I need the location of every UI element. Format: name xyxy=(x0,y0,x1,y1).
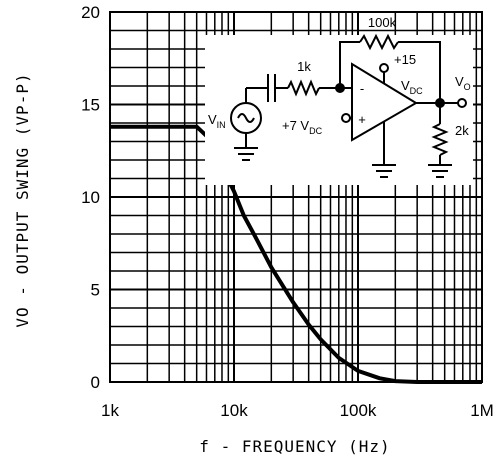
y-tick-label: 0 xyxy=(91,373,100,392)
output-label-sub: O xyxy=(464,82,471,92)
y-tick-label: 15 xyxy=(81,96,100,115)
load-resistor-symbol xyxy=(431,123,449,156)
ground-icon xyxy=(234,147,258,161)
input-resistor-label: 1k xyxy=(297,59,311,74)
input-label-sub: IN xyxy=(217,120,226,130)
feedback-resistor-symbol xyxy=(359,33,399,51)
output-swing-line xyxy=(110,124,482,384)
x-axis-label: f - FREQUENCY (Hz) xyxy=(199,437,390,456)
x-tick-labels: 1k 10k 100k 1M xyxy=(101,401,494,420)
bias-label-main: +7 V xyxy=(282,118,309,133)
supply-unit-label: VDC xyxy=(401,78,423,96)
plot-frame xyxy=(109,11,483,383)
supply-unit-main: V xyxy=(401,78,410,93)
input-label: VIN xyxy=(208,112,226,130)
output-label: VO xyxy=(455,74,471,92)
input-resistor-symbol xyxy=(287,79,320,97)
output-terminal xyxy=(457,98,467,108)
load-resistor-label: 2k xyxy=(455,123,469,138)
bias-label: +7 VDC xyxy=(282,118,323,136)
y-tick-label: 20 xyxy=(81,3,100,22)
ground-icon xyxy=(428,164,452,178)
plus-sign: + xyxy=(358,112,366,127)
bias-label-sub: DC xyxy=(309,126,322,136)
x-tick-label: 1k xyxy=(101,401,119,420)
junction-dot xyxy=(335,83,345,93)
output-label-main: V xyxy=(455,74,464,89)
minus-sign: - xyxy=(360,81,364,96)
y-axis-label: VO - OUTPUT SWING (VP-P) xyxy=(13,72,32,327)
y-tick-labels: 0 5 10 15 20 xyxy=(81,3,100,392)
supply-label: +15 xyxy=(394,52,416,67)
x-tick-label: 1M xyxy=(470,401,494,420)
y-tick-label: 10 xyxy=(81,188,100,207)
x-tick-label: 10k xyxy=(220,401,248,420)
x-tick-label: 100k xyxy=(340,401,377,420)
supply-unit-sub: DC xyxy=(410,86,423,96)
input-label-main: V xyxy=(208,112,217,127)
inset-circuit-schematic: 100k - + +15 VDC 1k VIN xyxy=(205,15,473,185)
y-tick-label: 5 xyxy=(91,281,100,300)
ground-icon xyxy=(372,164,396,178)
feedback-resistor-label: 100k xyxy=(368,15,397,30)
